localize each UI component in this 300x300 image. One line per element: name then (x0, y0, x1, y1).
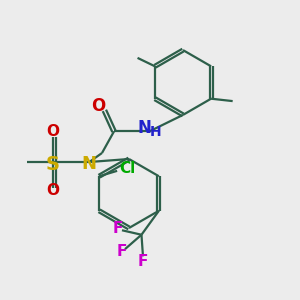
Text: Cl: Cl (119, 161, 136, 176)
Text: F: F (138, 254, 148, 269)
Text: S: S (46, 155, 60, 174)
Text: F: F (113, 221, 123, 236)
Text: H: H (150, 125, 162, 139)
Text: O: O (46, 183, 59, 198)
Text: N: N (138, 119, 152, 137)
Text: N: N (81, 155, 96, 173)
Text: O: O (91, 97, 105, 115)
Text: O: O (46, 124, 59, 139)
Text: F: F (117, 244, 128, 259)
